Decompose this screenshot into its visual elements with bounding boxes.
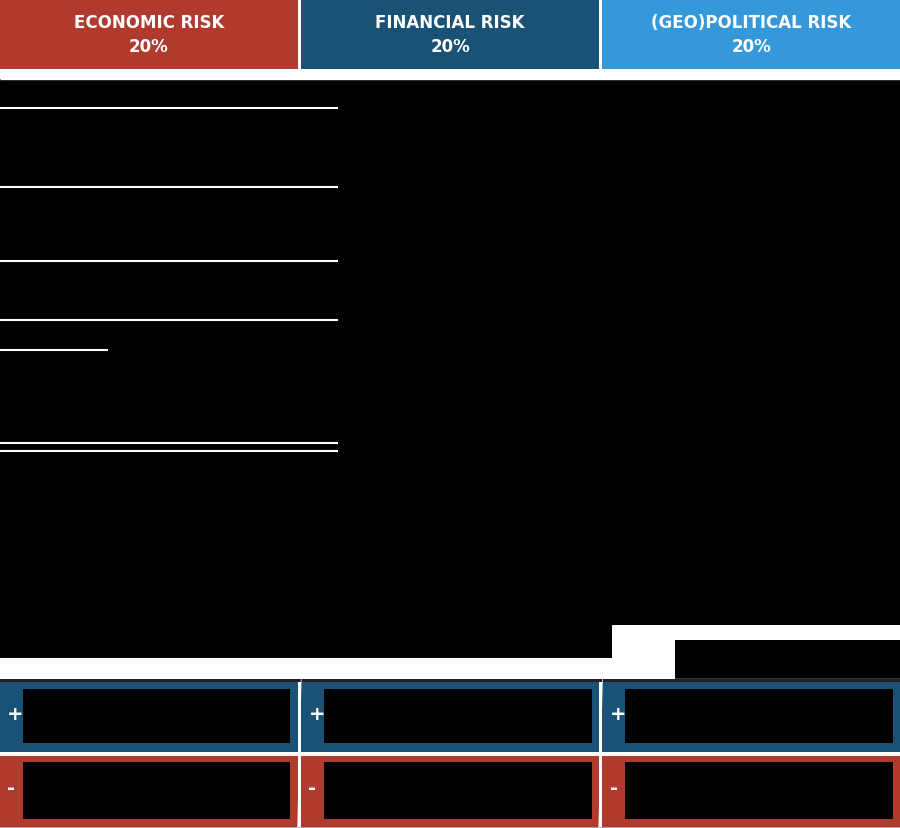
Bar <box>22 689 291 744</box>
Bar <box>612 625 900 679</box>
Text: -: - <box>609 778 617 797</box>
Bar <box>324 689 591 744</box>
Bar <box>625 689 893 744</box>
Bar <box>602 757 900 826</box>
Bar <box>22 763 291 819</box>
Text: -: - <box>309 778 317 797</box>
Bar <box>302 682 598 752</box>
Bar <box>324 763 591 819</box>
Text: FINANCIAL RISK
20%: FINANCIAL RISK 20% <box>375 13 525 56</box>
FancyBboxPatch shape <box>302 0 598 70</box>
Bar <box>0 752 900 757</box>
Text: +: + <box>609 704 626 723</box>
Bar <box>0 757 298 826</box>
Text: +: + <box>7 704 23 723</box>
Bar <box>302 757 598 826</box>
Text: ECONOMIC RISK
20%: ECONOMIC RISK 20% <box>74 13 224 56</box>
Text: +: + <box>309 704 325 723</box>
Bar <box>625 763 893 819</box>
Bar <box>0 826 900 828</box>
FancyBboxPatch shape <box>602 0 900 70</box>
Bar <box>602 682 900 752</box>
Text: -: - <box>7 778 15 797</box>
Bar <box>675 640 900 679</box>
FancyBboxPatch shape <box>0 0 298 70</box>
Text: (GEO)POLITICAL RISK
20%: (GEO)POLITICAL RISK 20% <box>651 13 851 56</box>
Bar <box>0 679 900 682</box>
Bar <box>0 659 612 679</box>
Bar <box>0 682 298 752</box>
